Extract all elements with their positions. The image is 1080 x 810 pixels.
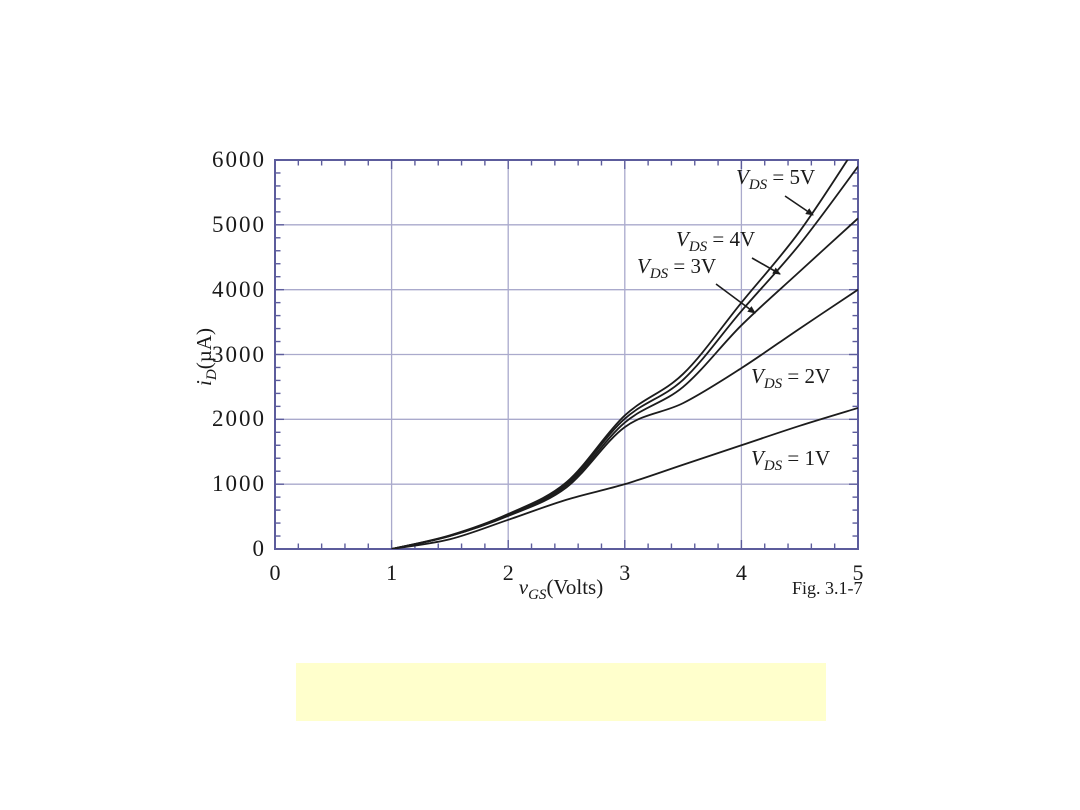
x-axis-label: vGS(Volts) [501,575,621,604]
y-axis-subscript: D [204,369,221,381]
arrow-vds-5v [784,195,814,216]
curve-label-vds-4v: VDS = 4V [676,227,756,256]
curve-label-vds-3v: VDS = 3V [637,254,717,283]
y-axis-unit: (µA) [192,328,216,370]
x-tick-label-1: 1 [386,560,398,585]
x-tick-label-5: 5 [852,560,864,585]
y-axis-label: iD(µA) [192,298,221,416]
y-tick-label-1000: 1000 [212,471,266,497]
arrow-vds-3v [715,283,756,314]
x-tick-label-3: 3 [619,560,631,585]
y-tick-label-3000: 3000 [212,341,266,367]
x-axis-unit: (Volts) [546,575,604,599]
y-tick-label-6000: 6000 [212,147,266,172]
y-tick-label-2000: 2000 [212,406,266,432]
curve-label-vds-2v: VDS = 2V [751,364,831,393]
figure-caption: Fig. 3.1-7 [792,578,863,598]
curve-label-vds-5v: VDS = 5V [736,165,816,194]
highlighted-caption-box [296,663,826,721]
curve-vds-1v [391,407,858,549]
curve-label-vds-1v: VDS = 1V [751,446,831,475]
y-tick-label-0: 0 [252,536,266,561]
curves-group [391,160,858,549]
x-axis-variable: v [518,575,529,599]
y-tick-label-5000: 5000 [212,211,266,237]
x-tick-label-4: 4 [735,560,747,585]
curve-vds-2v [391,288,858,549]
x-axis-subscript: GS [528,587,547,604]
annotation-arrows [715,195,814,314]
plot-frame [274,159,859,550]
x-tick-label-0: 0 [269,560,281,585]
arrow-vds-4v [751,257,781,275]
x-tick-label-2: 2 [502,560,514,585]
grid-lines [275,160,858,549]
y-axis-variable: i [192,380,216,386]
y-tick-label-4000: 4000 [212,276,266,302]
